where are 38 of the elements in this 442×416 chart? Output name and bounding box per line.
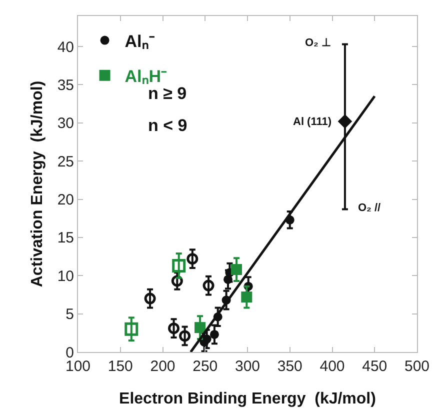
- point: [241, 292, 252, 303]
- annotation: Al (111): [293, 116, 332, 128]
- annotation: O₂ //: [358, 202, 381, 214]
- y-tick-label: 5: [66, 306, 74, 324]
- point: [338, 114, 352, 129]
- point: [144, 292, 156, 304]
- annotation: O₂ ⊥: [305, 37, 332, 49]
- point: [168, 322, 180, 334]
- y-tick-label: 35: [57, 76, 74, 94]
- x-axis-title: Electron Binding Energy (kJ/mol): [119, 390, 376, 408]
- point: [172, 258, 186, 272]
- x-tick-label: 150: [108, 358, 133, 375]
- y-tick-label: 20: [57, 192, 74, 209]
- point: [202, 334, 212, 344]
- y-tick-label: 25: [57, 153, 74, 170]
- x-tick-label: 400: [320, 358, 345, 375]
- y-axis-title: Activation Energy (kJ/mol): [29, 80, 46, 288]
- y-tick-label: 10: [57, 268, 74, 285]
- point: [230, 264, 242, 276]
- x-tick-label: 500: [404, 358, 430, 375]
- y-tick-label: 15: [57, 230, 74, 247]
- y-tick-label: 40: [57, 38, 74, 56]
- y-tick-label: 30: [57, 115, 74, 132]
- point: [186, 253, 198, 265]
- x-tick-label: 200: [150, 358, 176, 375]
- point: [124, 322, 138, 336]
- annotation: n < 9: [148, 116, 188, 135]
- x-tick-label: 350: [277, 358, 302, 375]
- point: [210, 330, 219, 339]
- legend-label: Alₙ⁻: [124, 32, 155, 51]
- point: [202, 280, 214, 292]
- x-tick-label: 250: [192, 358, 218, 375]
- point: [194, 322, 206, 334]
- point: [179, 330, 191, 342]
- x-tick-label: 450: [362, 358, 388, 375]
- x-tick-label: 300: [234, 358, 260, 375]
- annotation: n ≥ 9: [148, 84, 187, 103]
- legend-label: AlₙH⁻: [124, 67, 168, 86]
